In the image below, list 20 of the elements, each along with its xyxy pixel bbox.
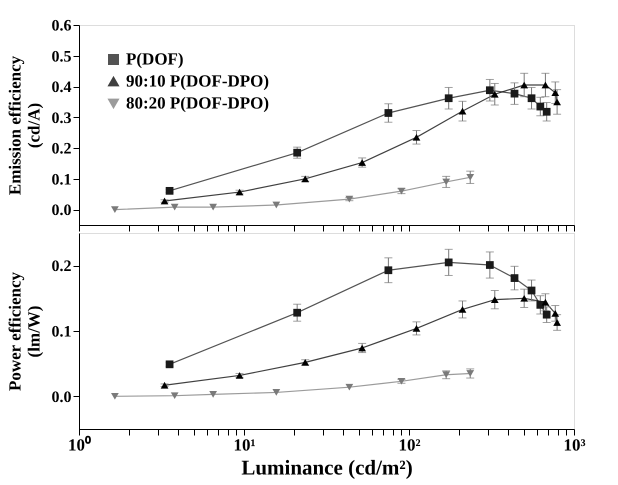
x-tick-label: 10² [398,436,421,454]
x-tick-label: 10¹ [233,436,256,454]
y-tick-label: 0.5 [52,48,72,66]
y-tick-label: 0.4 [52,79,72,96]
y-axis-title: Emission efficiency (cd/A) [6,55,44,196]
y-tick-label: 0.0 [52,388,72,406]
y-tick-label: 0.6 [52,18,72,34]
legend-label: 80:20 P(DOF-DPO) [126,94,270,112]
x-tick-label: 10³ [563,436,586,454]
legend-label: 90:10 P(DOF-DPO) [126,72,270,90]
y-tick-label: 0.2 [52,140,72,158]
y-axis-title: Power efficiency (lm/W) [6,271,44,392]
y-tick-label: 0.1 [52,324,72,340]
legend-label: P(DOF) [126,50,184,68]
y-tick-label: 0.2 [52,258,72,276]
y-tick-label: 0.1 [52,171,72,188]
x-axis-title: Luminance (cd/m²) [241,456,413,480]
x-tick-label: 10⁰ [68,436,91,454]
y-tick-label: 0.0 [52,202,72,220]
y-tick-label: 0.3 [52,110,72,127]
